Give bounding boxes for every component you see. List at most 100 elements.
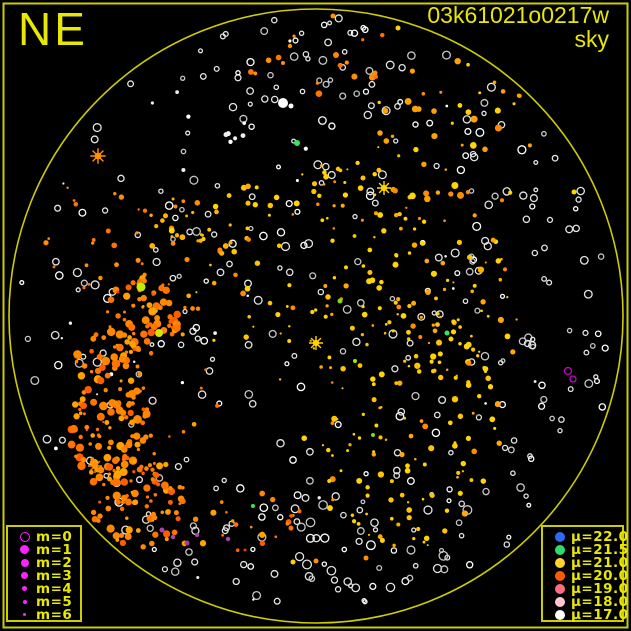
star-dot (95, 442, 102, 450)
star-dot (201, 236, 206, 242)
star-dot (448, 336, 454, 342)
star-ring (583, 289, 593, 299)
star-dot (240, 290, 247, 297)
star-dot (181, 429, 186, 434)
star-dot (457, 102, 463, 108)
star-ring (75, 287, 81, 293)
star-dot (102, 482, 106, 487)
star-dot (421, 92, 426, 96)
star-ring (398, 63, 406, 72)
star-dot (342, 192, 349, 198)
star-ring (546, 279, 553, 286)
star-dot (178, 502, 182, 506)
star-dot (278, 98, 288, 108)
star-dot (113, 192, 117, 196)
star-dot (111, 457, 119, 465)
star-dot (126, 402, 132, 408)
star-dot (311, 188, 317, 195)
star-ring (78, 208, 87, 217)
star-dot (319, 365, 323, 369)
star-ring (527, 453, 533, 460)
star-ring (423, 505, 433, 515)
star-dot (363, 555, 369, 561)
star-ring (367, 102, 375, 110)
star-dot (376, 167, 382, 173)
star-dot (136, 447, 141, 452)
star-dot (270, 496, 276, 503)
star-ring (200, 336, 209, 345)
star-dot (444, 168, 448, 171)
star-ring (296, 522, 306, 532)
star-dot (327, 505, 333, 512)
star-ring (322, 80, 330, 88)
star-dot (431, 108, 437, 114)
star-ring (280, 241, 291, 252)
star-ring (277, 514, 284, 521)
star-dot (148, 433, 153, 438)
star-ring (582, 329, 589, 337)
star-dot (123, 415, 129, 420)
star-dot (94, 367, 102, 375)
star-ring (50, 330, 60, 340)
star-ring (563, 366, 573, 376)
star-dot (365, 512, 368, 516)
star-dot (77, 461, 86, 471)
star-dot (88, 442, 92, 446)
star-dot (376, 285, 383, 291)
star-ring (42, 434, 52, 444)
star-dot (510, 349, 516, 355)
star-dot (439, 315, 442, 319)
star-ring (440, 565, 449, 574)
star-ring (579, 255, 589, 265)
star-dot (151, 292, 156, 296)
star-ring (211, 231, 218, 238)
star-dot (379, 406, 383, 409)
star-dot (253, 71, 258, 76)
star-ring (507, 446, 515, 454)
star-dot (326, 216, 329, 220)
star-ring (99, 349, 107, 357)
star-ring (316, 77, 323, 84)
star-dot (91, 241, 95, 245)
star-dot (471, 448, 478, 455)
star-dot (68, 321, 73, 325)
star-dot (333, 180, 337, 184)
star-dot (107, 472, 112, 476)
star-dot (325, 294, 331, 300)
star-dot (343, 180, 347, 185)
star-ring (354, 258, 362, 266)
star-dot (466, 62, 470, 67)
star-dot (320, 164, 323, 167)
star-ring (234, 74, 242, 82)
star-dot (112, 532, 120, 540)
mu-symbol-17.0 (548, 609, 571, 620)
star-ring (432, 563, 443, 574)
star-ring (326, 565, 337, 576)
magnitude-symbol-m2 (13, 558, 36, 567)
star-dot (52, 265, 56, 269)
star-dot (330, 238, 335, 243)
star-dot (492, 80, 497, 85)
star-ring (371, 199, 379, 207)
star-dot (465, 382, 472, 388)
star-ring (529, 203, 536, 210)
star-ring (334, 14, 343, 23)
star-ring (441, 50, 452, 60)
star-dot (407, 303, 412, 309)
star-dot (124, 533, 132, 541)
star-ring (318, 55, 328, 65)
star-dot (233, 522, 239, 527)
star-dot (149, 499, 153, 503)
star-ring (551, 154, 559, 162)
star-dot (371, 382, 376, 387)
star-dot (430, 270, 437, 277)
star-dot (377, 212, 384, 218)
star-dot (102, 420, 105, 424)
star-dot (483, 369, 488, 374)
color-swatch-icon (554, 557, 565, 568)
star-ring (503, 541, 511, 548)
star-ring (54, 204, 62, 212)
star-dot (196, 575, 200, 580)
star-ring (248, 123, 255, 130)
star-dot (212, 338, 216, 342)
